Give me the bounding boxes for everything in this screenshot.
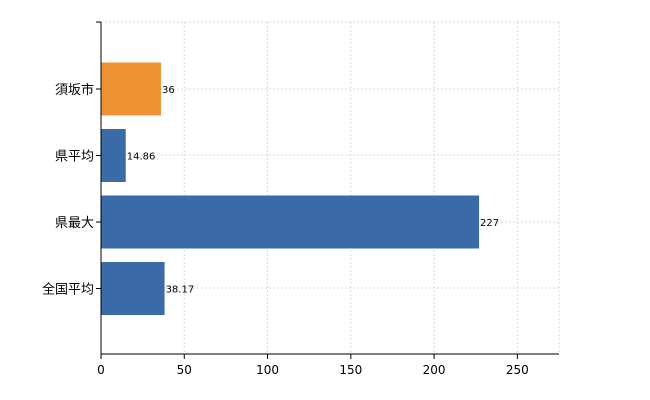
data-label: 36 [162, 85, 175, 96]
x-tick-label: 50 [177, 363, 192, 377]
category-label: 県平均 [55, 150, 94, 165]
x-tick-label: 150 [339, 363, 362, 377]
x-tick-label: 100 [256, 363, 279, 377]
bar-4 [101, 262, 165, 315]
data-label: 14.86 [127, 152, 156, 163]
category-label: 須坂市 [55, 82, 94, 98]
category-label: 県最大 [55, 216, 94, 231]
data-label: 38.17 [166, 285, 195, 296]
x-tick-label: 0 [97, 363, 105, 377]
bar-2 [101, 129, 126, 182]
data-label: 227 [480, 218, 499, 229]
bar-1 [101, 62, 161, 116]
x-tick-label: 250 [506, 363, 529, 377]
x-tick-label: 200 [423, 363, 446, 377]
bar-3 [101, 195, 480, 249]
category-label: 全国平均 [42, 282, 94, 298]
